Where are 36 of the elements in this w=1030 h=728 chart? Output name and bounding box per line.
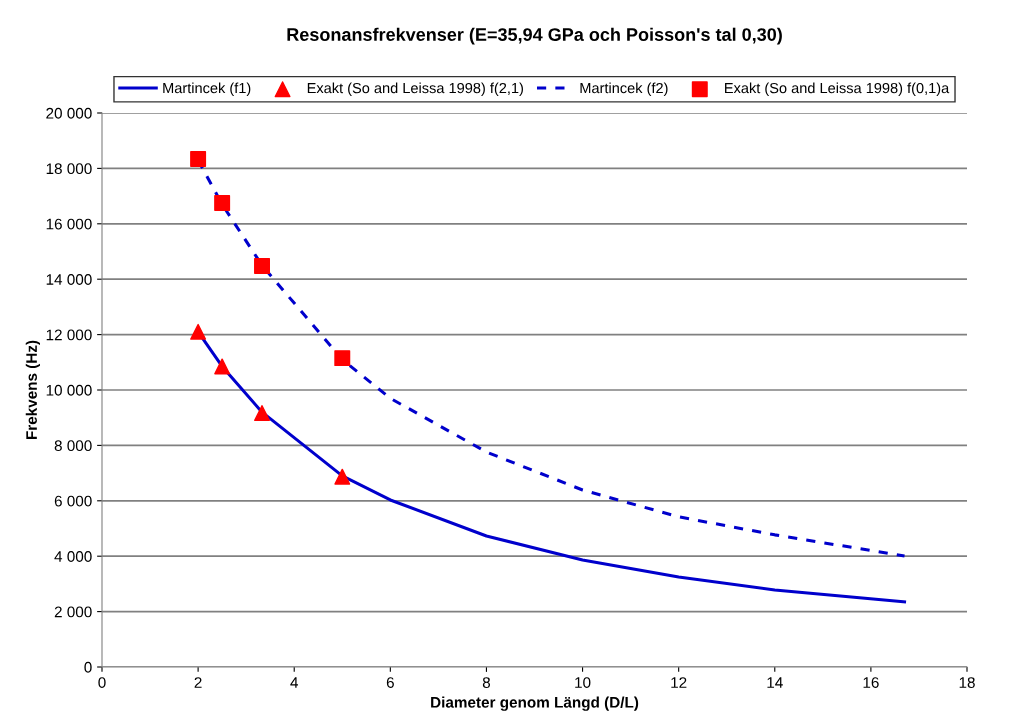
x-tick-label: 14 [767, 677, 783, 688]
y-tick-label: 8 000 [54, 440, 92, 452]
y-tick-label: 6 000 [54, 495, 92, 507]
y-tick-label: 16 000 [46, 218, 92, 230]
x-tick-label: 8 [482, 677, 491, 688]
x-tick-label: 10 [575, 677, 591, 688]
y-tick-label: 4 000 [54, 551, 92, 562]
point [214, 195, 231, 212]
y-axis-title: Frekvens (Hz) [25, 340, 40, 440]
x-tick-label: 16 [863, 677, 879, 688]
point [334, 468, 351, 485]
x-tick-label: 18 [959, 677, 975, 688]
y-tick-label: 20 000 [46, 107, 92, 119]
y-tick-label: 10 000 [46, 384, 92, 396]
y-tick-label: 2 000 [54, 606, 92, 618]
x-tick-label: 0 [98, 677, 106, 688]
point [254, 405, 271, 421]
point [190, 323, 207, 340]
y-tick-label: 18 000 [46, 163, 92, 175]
chart-title: Resonansfrekvenser (E=35,94 GPa och Poisson's tal 0,30) [287, 27, 782, 45]
x-tick-label: 2 [194, 677, 202, 688]
point [334, 350, 351, 367]
legend-label: Martincek (f2) [580, 82, 668, 97]
point [190, 151, 207, 167]
legend-label: Exakt (So and Leissa 1998) f(2,1) [307, 82, 523, 97]
y-tick-label: 0 [84, 661, 92, 673]
point [254, 257, 271, 274]
y-tick-label: 12 000 [46, 329, 92, 341]
point [214, 358, 231, 375]
x-axis-title: Diameter genom Längd (D/L) [431, 696, 639, 711]
x-tick-label: 6 [386, 677, 394, 688]
y-tick-label: 14 000 [46, 274, 92, 285]
legend-label: Martincek (f1) [163, 82, 251, 97]
x-tick-label: 12 [671, 677, 687, 688]
x-tick-label: 4 [290, 677, 299, 688]
legend-label: Exakt (So and Leissa 1998) f(0,1)a [725, 82, 950, 97]
